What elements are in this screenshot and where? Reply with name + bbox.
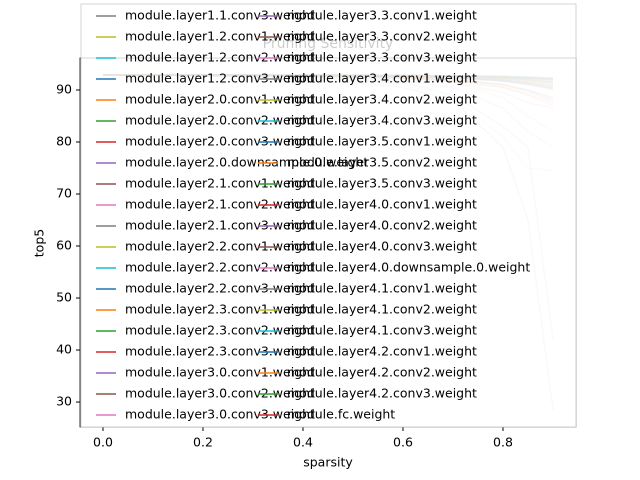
legend-label: module.layer2.2.conv2.weight (125, 260, 315, 275)
legend-label: module.layer2.3.conv2.weight (125, 323, 315, 338)
legend-label: module.layer1.2.conv1.weight (125, 29, 315, 44)
legend-label: module.layer3.0.conv1.weight (125, 365, 315, 380)
legend-label: module.layer3.3.conv1.weight (287, 8, 477, 23)
legend-label: module.layer3.5.conv2.weight (287, 155, 477, 170)
legend-label: module.layer4.1.conv3.weight (287, 323, 477, 338)
legend-label: module.layer2.0.conv3.weight (125, 134, 315, 149)
legend-label: module.layer2.3.conv3.weight (125, 344, 315, 359)
legend-label: module.layer3.0.conv3.weight (125, 407, 315, 422)
x-axis-label: sparsity (303, 455, 353, 470)
legend-label: module.layer2.0.conv2.weight (125, 113, 315, 128)
legend-label: module.layer3.0.conv2.weight (125, 386, 315, 401)
legend-label: module.layer3.5.conv1.weight (287, 134, 477, 149)
legend-label: module.layer4.0.conv1.weight (287, 197, 477, 212)
legend-label: module.layer2.1.conv1.weight (125, 176, 315, 191)
legend-label: module.layer1.2.conv3.weight (125, 71, 315, 86)
x-tick-label: 0.8 (493, 435, 513, 450)
y-tick-label: 80 (56, 133, 72, 148)
legend-label: module.layer4.2.conv1.weight (287, 344, 477, 359)
legend-label: module.layer4.0.conv3.weight (287, 239, 477, 254)
legend-frame (80, 3, 577, 428)
y-tick-label: 90 (56, 81, 72, 96)
legend-label: module.layer3.4.conv2.weight (287, 92, 477, 107)
x-tick-label: 0.2 (193, 435, 213, 450)
y-tick-label: 60 (56, 238, 72, 253)
legend-label: module.layer3.5.conv3.weight (287, 176, 477, 191)
legend-label: module.layer1.2.conv2.weight (125, 50, 315, 65)
y-axis-label: top5 (32, 229, 47, 257)
y-tick-label: 30 (56, 394, 72, 409)
legend-label: module.layer4.2.conv2.weight (287, 365, 477, 380)
legend-label: module.layer3.3.conv3.weight (287, 50, 477, 65)
y-tick-label: 50 (56, 290, 72, 305)
x-tick-label: 0.0 (93, 435, 113, 450)
legend-label: module.layer2.2.conv3.weight (125, 281, 315, 296)
legend-label: module.layer4.1.conv1.weight (287, 281, 477, 296)
legend-label: module.layer4.0.downsample.0.weight (287, 260, 530, 275)
legend-label: module.layer2.1.conv3.weight (125, 218, 315, 233)
legend-label: module.layer2.0.downsample.0.weight (125, 155, 368, 170)
legend-label: module.layer1.1.conv3.weight (125, 8, 315, 23)
legend-label: module.fc.weight (287, 407, 395, 422)
legend-label: module.layer3.4.conv1.weight (287, 71, 477, 86)
y-tick-label: 40 (56, 342, 72, 357)
legend-label: module.layer3.4.conv3.weight (287, 113, 477, 128)
x-tick-label: 0.4 (293, 435, 313, 450)
legend-label: module.layer2.2.conv1.weight (125, 239, 315, 254)
legend-label: module.layer4.2.conv3.weight (287, 386, 477, 401)
legend-label: module.layer4.1.conv2.weight (287, 302, 477, 317)
legend-label: module.layer3.3.conv2.weight (287, 29, 477, 44)
legend-label: module.layer4.0.conv2.weight (287, 218, 477, 233)
x-tick-label: 0.6 (393, 435, 413, 450)
y-tick-label: 70 (56, 186, 72, 201)
legend-label: module.layer2.3.conv1.weight (125, 302, 315, 317)
legend-label: module.layer2.0.conv1.weight (125, 92, 315, 107)
legend-label: module.layer2.1.conv2.weight (125, 197, 315, 212)
